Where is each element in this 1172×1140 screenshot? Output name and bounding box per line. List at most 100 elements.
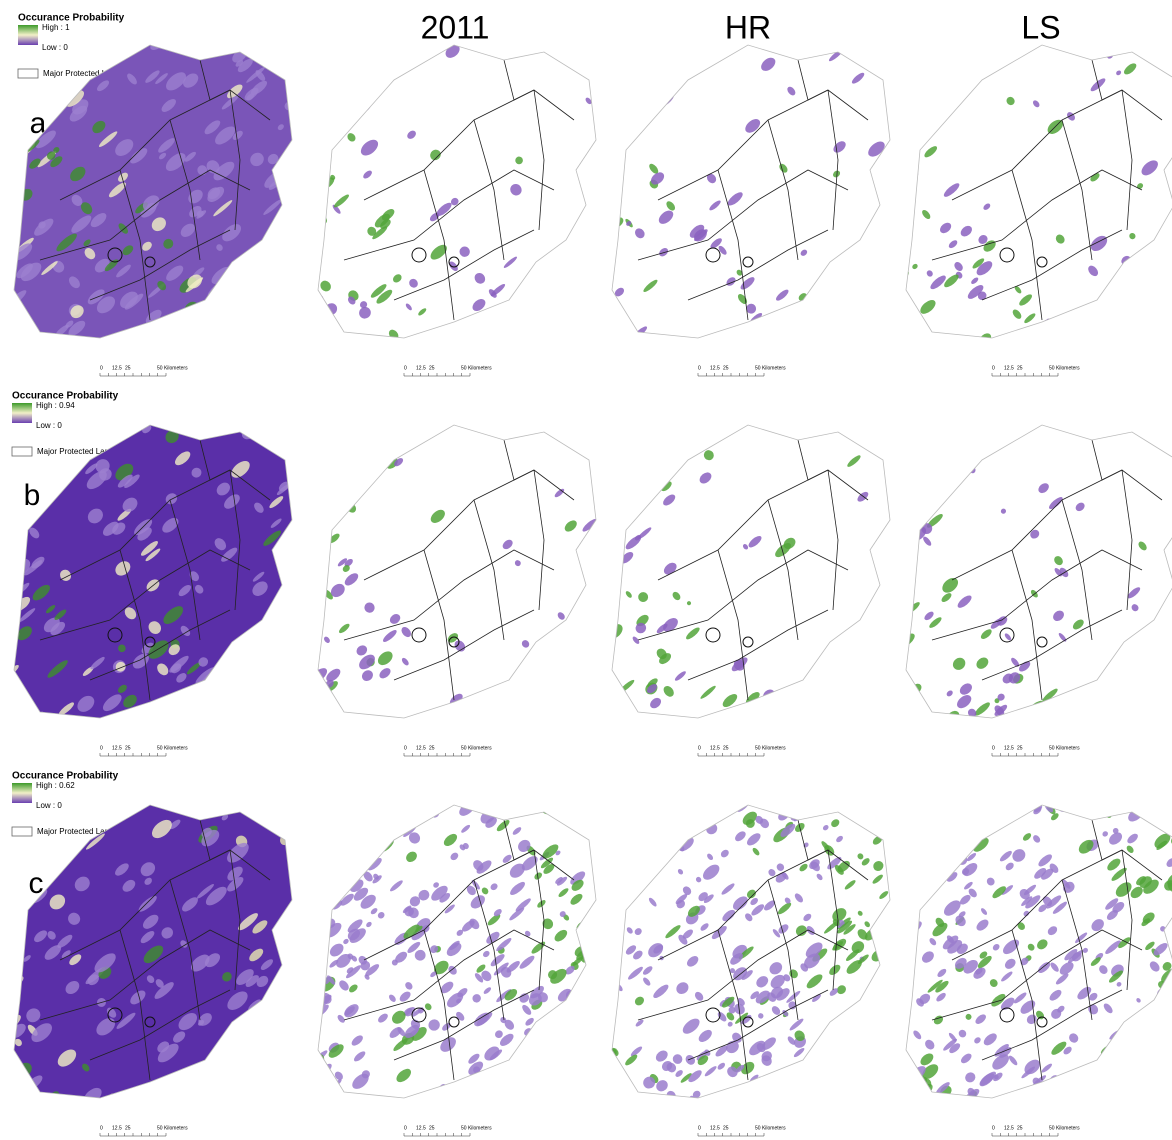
legend-protected-swatch [11,826,33,837]
scale-label: 25 [125,365,131,371]
map-patch [958,1029,967,1038]
map-patch [976,657,989,669]
scale-label: 50 Kilometers [755,365,786,371]
protected-land [107,627,123,643]
map-patch [392,1010,406,1024]
map-patch [14,154,22,174]
map-patch [227,866,243,881]
map-patch [632,636,640,644]
map-patch [524,930,531,937]
map-patch [650,172,665,185]
map-patch [634,996,644,1006]
map-patch [980,908,988,915]
map-patch [689,224,705,238]
map-patch [634,534,641,541]
map-patch [628,480,642,492]
map-patch [1069,1033,1079,1043]
map-patch [264,425,277,427]
map-patch [659,248,669,257]
map-patch [317,798,325,805]
map-patch [927,979,943,993]
map-patch [736,269,743,276]
map-patch [906,958,910,965]
map-patch [709,200,721,211]
map-patch [653,984,669,998]
map-patch [564,520,577,532]
map-body [318,425,596,718]
map-patch [559,911,566,918]
map-patch [157,663,169,676]
map-patch [484,805,499,812]
row-label: b [24,479,41,512]
map-patch [1038,904,1047,913]
map-patch [965,1013,972,1020]
map-patch [1023,910,1030,917]
county-line [229,469,241,611]
map-patch [1138,541,1147,551]
map-patch [1024,313,1036,324]
map-patch [878,921,886,930]
county-line [473,499,505,641]
map-patch [612,566,619,576]
county-line [687,989,829,1061]
map-patch [60,569,72,581]
county-line [343,929,555,1021]
map-patch [447,633,459,643]
map-patch [65,980,80,995]
map-patch [832,1073,840,1082]
map-patch [678,837,694,852]
map-patch [1141,160,1158,176]
map-patch [242,639,260,655]
map-patch [646,684,657,694]
map-patch [1166,1088,1172,1098]
map-patch [911,94,921,103]
map-patch [1116,981,1122,987]
map-fill [318,425,596,718]
map-patch [49,894,66,910]
map-patch [906,842,907,852]
map-patch [612,900,621,913]
map-patch [173,1031,186,1043]
county-line [393,609,535,681]
map-patch [70,166,86,182]
map-patch [971,277,979,285]
map-patch [363,170,372,179]
map-patch [96,296,116,314]
map-patch [474,272,486,284]
map-patch [558,1046,568,1055]
map-patch [832,908,847,922]
map-patch [771,1006,781,1015]
map-patch [968,806,977,815]
map-patch [1041,868,1054,880]
map-patch [929,938,937,946]
scale-label: 50 Kilometers [157,365,188,371]
map-patch [46,151,56,160]
map-patch [271,263,283,276]
map-outline [611,424,891,719]
map-patch [672,1054,683,1064]
map-patch [731,1087,742,1098]
map-patch [1047,926,1058,936]
map-patch [267,153,279,165]
map-patch [1033,835,1041,843]
map-patch [788,1001,797,1010]
map-patch [649,163,659,174]
map-patch [745,819,755,828]
map-patch [263,199,282,215]
scale-label: 0 [404,365,407,371]
map-patch [1120,674,1128,683]
county-line [473,119,505,261]
map-patch [158,152,167,160]
map-patch [231,305,251,322]
map-patch [1049,497,1063,510]
map-patch [1164,880,1172,891]
scale-label: 50 Kilometers [157,1125,188,1131]
map-body [906,805,1172,1098]
row-label: a [30,107,47,140]
map-patch [703,450,714,461]
map-patch [968,805,977,807]
map-patch [415,425,426,432]
map-patch [370,284,387,298]
map-patch [1049,989,1062,1001]
scale-label: 0 [992,1125,995,1131]
